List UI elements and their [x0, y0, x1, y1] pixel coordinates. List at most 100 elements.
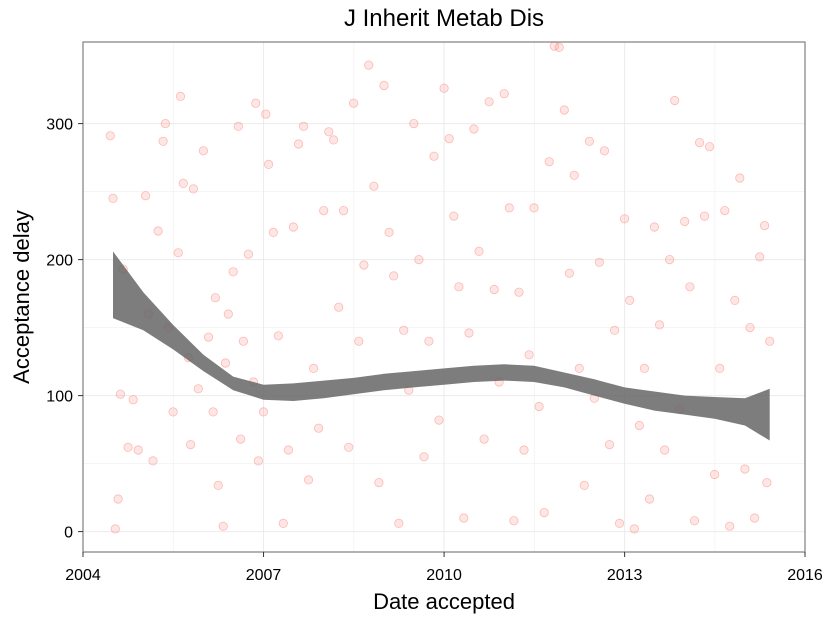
- data-point: [253, 456, 263, 466]
- y-axis: 0 100 200 300: [46, 117, 83, 542]
- data-point: [319, 206, 329, 216]
- data-point: [338, 206, 349, 216]
- data-point: [534, 401, 544, 412]
- data-point: [328, 135, 339, 145]
- data-point: [725, 521, 735, 531]
- data-point: [594, 257, 605, 267]
- data-point: [173, 248, 183, 258]
- data-point: [454, 282, 464, 292]
- data-point: [233, 121, 243, 131]
- data-point: [639, 363, 650, 373]
- data-point: [660, 445, 670, 455]
- data-point: [644, 494, 655, 504]
- grid-lines: [82, 42, 806, 552]
- data-point: [699, 211, 710, 221]
- data-point: [283, 445, 293, 455]
- data-point: [735, 173, 745, 183]
- data-point: [759, 221, 770, 231]
- data-point: [108, 193, 118, 203]
- data-point: [303, 475, 314, 485]
- data-point: [218, 521, 228, 531]
- data-point: [313, 423, 324, 433]
- data-point: [654, 320, 665, 330]
- data-point: [424, 336, 434, 346]
- data-point: [564, 268, 575, 278]
- data-point: [664, 255, 675, 265]
- data-point: [374, 477, 384, 488]
- data-point: [210, 293, 220, 303]
- data-point: [649, 222, 660, 232]
- data-point: [419, 452, 429, 462]
- data-point: [685, 282, 695, 292]
- data-point: [464, 328, 474, 338]
- y-tick-label: 300: [46, 117, 73, 134]
- data-point: [544, 157, 554, 167]
- data-point: [263, 159, 274, 169]
- x-tick-label: 2004: [65, 567, 101, 584]
- data-point: [298, 121, 309, 131]
- data-point: [160, 119, 170, 129]
- data-point: [399, 325, 409, 335]
- y-tick-label: 200: [46, 253, 73, 270]
- data-point: [579, 480, 589, 490]
- data-point: [740, 464, 750, 474]
- data-point: [168, 407, 178, 417]
- data-point: [614, 518, 625, 529]
- data-point: [238, 336, 248, 346]
- data-point: [625, 295, 635, 305]
- data-point: [469, 124, 479, 134]
- data-point: [141, 191, 151, 201]
- data-point: [459, 513, 469, 523]
- data-point: [409, 119, 419, 129]
- smooth-band: [113, 251, 770, 441]
- data-point: [720, 206, 730, 216]
- data-point: [554, 42, 564, 53]
- data-point: [193, 384, 203, 394]
- data-point: [293, 139, 304, 149]
- data-point: [288, 222, 298, 232]
- data-point: [479, 434, 489, 444]
- x-axis-title: Date accepted: [373, 589, 515, 614]
- data-point: [208, 407, 218, 417]
- data-point: [369, 181, 379, 191]
- data-point: [715, 363, 725, 373]
- data-point: [689, 516, 700, 526]
- x-axis: 2004 2007 2010 2013 2016: [65, 552, 823, 584]
- y-axis-title: Acceptance delay: [9, 210, 34, 384]
- data-point: [105, 131, 115, 141]
- data-point: [148, 456, 158, 466]
- data-point: [133, 445, 143, 455]
- data-point: [243, 249, 253, 259]
- data-point: [569, 170, 579, 180]
- x-tick-label: 2013: [607, 567, 643, 584]
- data-point: [348, 98, 359, 108]
- data-point: [762, 477, 772, 488]
- data-point: [634, 420, 645, 431]
- data-point: [261, 109, 271, 119]
- data-point: [599, 146, 610, 156]
- data-point: [539, 507, 549, 518]
- data-point: [188, 184, 198, 194]
- data-point: [223, 309, 233, 319]
- data-point: [504, 203, 514, 213]
- data-point: [434, 415, 444, 425]
- data-point: [629, 524, 639, 534]
- data-point: [324, 127, 334, 137]
- data-point: [203, 332, 214, 342]
- data-point: [749, 513, 760, 523]
- data-point: [175, 91, 186, 102]
- data-point: [730, 295, 740, 305]
- data-point: [514, 287, 524, 297]
- data-point: [519, 445, 529, 455]
- x-tick-label: 2007: [246, 567, 282, 584]
- data-point: [268, 227, 278, 237]
- data-point: [220, 358, 231, 368]
- data-point: [709, 469, 720, 480]
- data-point: [559, 105, 569, 115]
- data-point: [394, 518, 404, 529]
- data-point: [444, 134, 454, 144]
- data-point: [755, 252, 765, 262]
- data-point: [680, 216, 690, 227]
- data-point: [115, 389, 126, 399]
- data-point: [344, 442, 354, 452]
